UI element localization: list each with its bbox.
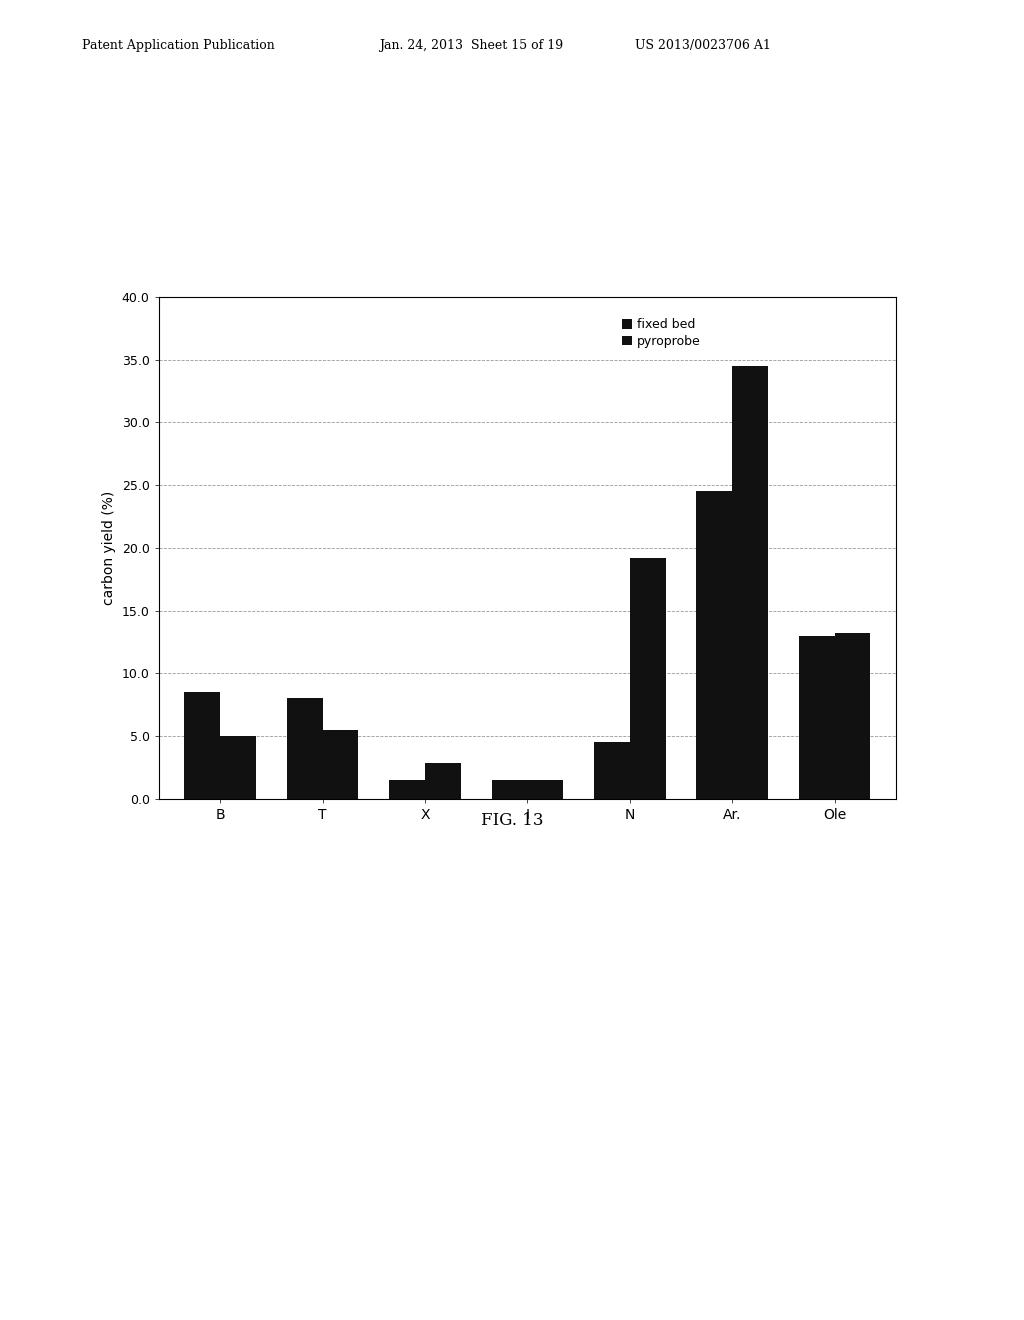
Bar <box>630 558 666 799</box>
Legend: fixed bed, pyroprobe: fixed bed, pyroprobe <box>616 313 706 352</box>
Text: FIG. 13: FIG. 13 <box>480 812 544 829</box>
Bar <box>425 763 461 799</box>
Text: Patent Application Publication: Patent Application Publication <box>82 38 274 51</box>
Bar <box>220 737 256 799</box>
Bar <box>492 780 527 799</box>
Bar <box>184 692 220 799</box>
Y-axis label: carbon yield (%): carbon yield (%) <box>102 491 117 605</box>
Bar <box>835 634 870 799</box>
Text: Jan. 24, 2013  Sheet 15 of 19: Jan. 24, 2013 Sheet 15 of 19 <box>379 38 563 51</box>
Bar <box>732 366 768 799</box>
Bar <box>594 742 630 799</box>
Bar <box>696 491 732 799</box>
Text: US 2013/0023706 A1: US 2013/0023706 A1 <box>635 38 771 51</box>
Bar <box>287 698 323 799</box>
Bar <box>323 730 358 799</box>
Bar <box>527 780 563 799</box>
Bar <box>799 636 835 799</box>
Bar <box>389 780 425 799</box>
